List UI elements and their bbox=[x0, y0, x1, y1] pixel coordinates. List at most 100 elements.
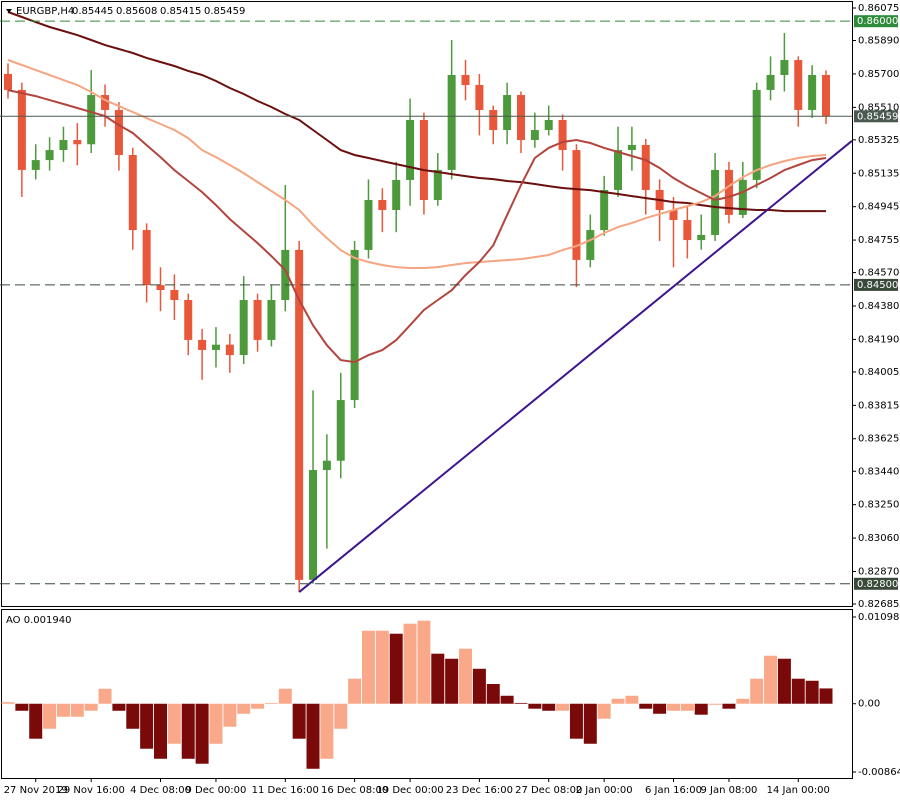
ao-frame bbox=[1, 609, 853, 779]
candle-body bbox=[516, 95, 525, 141]
ao-bar bbox=[389, 633, 403, 704]
ao-bar bbox=[722, 703, 736, 709]
ao-bar bbox=[292, 703, 306, 739]
ao-bar bbox=[375, 630, 389, 704]
y-tick-label: 0.010988 bbox=[858, 612, 900, 623]
ao-bar bbox=[15, 703, 29, 711]
candle-body bbox=[600, 189, 609, 231]
ao-bar bbox=[569, 703, 583, 739]
ao-bar bbox=[777, 658, 791, 704]
ao-title: AO 0.001940 bbox=[6, 615, 71, 626]
candle-body bbox=[419, 119, 428, 200]
ao-bar bbox=[1, 702, 15, 704]
candle-body bbox=[156, 285, 165, 291]
ao-bar bbox=[611, 698, 625, 704]
candle-body bbox=[170, 290, 179, 301]
ao-bar bbox=[167, 703, 181, 744]
candle-body bbox=[45, 150, 54, 161]
candle-body bbox=[281, 249, 290, 301]
candle-body bbox=[184, 300, 193, 340]
candle-body bbox=[73, 140, 82, 145]
ao-bar bbox=[43, 703, 57, 729]
ao-bar bbox=[29, 703, 43, 739]
y-tick-label: 0.83440 bbox=[858, 466, 899, 477]
candle-body bbox=[711, 169, 720, 235]
candle-body bbox=[572, 150, 581, 260]
menu-arrow bbox=[6, 9, 12, 13]
candle-body bbox=[489, 109, 498, 131]
candle-body bbox=[128, 154, 137, 231]
ao-bar bbox=[805, 680, 819, 704]
moving-average bbox=[7, 11, 826, 213]
ao-bar bbox=[348, 678, 362, 704]
candle-body bbox=[239, 300, 248, 356]
x-tick-label: 6 Jan 16:00 bbox=[645, 785, 702, 796]
ao-bar bbox=[597, 703, 611, 719]
quote-close: 0.85459 bbox=[204, 6, 245, 17]
x-tick-label: 27 Dec 08:00 bbox=[515, 785, 582, 796]
ao-bar bbox=[500, 695, 514, 704]
y-tick-label: 0.84380 bbox=[858, 301, 899, 312]
candle-body bbox=[225, 344, 234, 356]
ao-bar bbox=[320, 703, 334, 759]
ao-bar bbox=[486, 684, 500, 704]
ao-bar bbox=[694, 703, 708, 715]
ao-bar bbox=[181, 703, 195, 759]
candle-body bbox=[530, 130, 539, 141]
candle-body bbox=[309, 470, 318, 580]
ao-bar bbox=[750, 678, 764, 704]
ao-bar bbox=[708, 703, 722, 705]
candle-body bbox=[683, 220, 692, 241]
ao-bar bbox=[791, 678, 805, 704]
price-level-label-bg bbox=[854, 110, 898, 123]
y-tick-label: -0.008648 bbox=[858, 767, 900, 778]
candle-body bbox=[503, 95, 512, 131]
ao-bar bbox=[556, 703, 570, 711]
ao-bar bbox=[459, 648, 473, 704]
candle-body bbox=[59, 140, 68, 151]
candle-body bbox=[406, 119, 415, 180]
y-tick-label: 0.83625 bbox=[858, 434, 899, 445]
candle-body bbox=[4, 73, 12, 90]
candle-body bbox=[211, 344, 220, 350]
candle-body bbox=[336, 400, 345, 461]
price-level-label: 0.82800 bbox=[857, 579, 898, 590]
quote-high: 0.85608 bbox=[116, 6, 157, 17]
moving-average bbox=[7, 59, 827, 269]
ao-bar bbox=[112, 703, 126, 711]
candle-body bbox=[544, 119, 553, 131]
ao-bar bbox=[306, 703, 320, 769]
price-level-label-bg bbox=[854, 278, 898, 291]
y-tick-label: 0.84190 bbox=[858, 334, 899, 345]
candle-body bbox=[614, 150, 623, 190]
ao-bar bbox=[583, 703, 597, 744]
y-tick-label: 0.84945 bbox=[858, 202, 899, 213]
price-level-label: 0.85459 bbox=[857, 111, 898, 122]
candle-body bbox=[558, 119, 567, 151]
candle-body bbox=[295, 249, 304, 580]
y-tick-label: 0.85890 bbox=[858, 36, 899, 47]
ao-bar bbox=[736, 698, 750, 704]
candle-body bbox=[780, 60, 789, 75]
y-tick-label: 0.83250 bbox=[858, 500, 899, 511]
ao-bar bbox=[431, 653, 445, 704]
candle-body bbox=[267, 300, 276, 340]
y-tick-label: 0.85135 bbox=[858, 168, 899, 179]
x-tick-label: 14 Jan 00:00 bbox=[767, 785, 830, 796]
price-level-label-bg bbox=[854, 577, 898, 590]
ao-bar bbox=[209, 703, 223, 744]
ao-bar bbox=[237, 703, 251, 714]
quote-open: 0.85445 bbox=[72, 6, 113, 17]
ao-bar bbox=[278, 688, 292, 704]
candle-body bbox=[627, 144, 636, 151]
ao-bar bbox=[445, 658, 459, 704]
y-tick-label: 0.82870 bbox=[858, 566, 899, 577]
y-tick-label: 0.84570 bbox=[858, 268, 899, 279]
candle-body bbox=[794, 60, 803, 110]
x-tick-label: 9 Dec 00:00 bbox=[186, 785, 247, 796]
candle-body bbox=[31, 160, 40, 170]
main-frame bbox=[1, 1, 853, 607]
